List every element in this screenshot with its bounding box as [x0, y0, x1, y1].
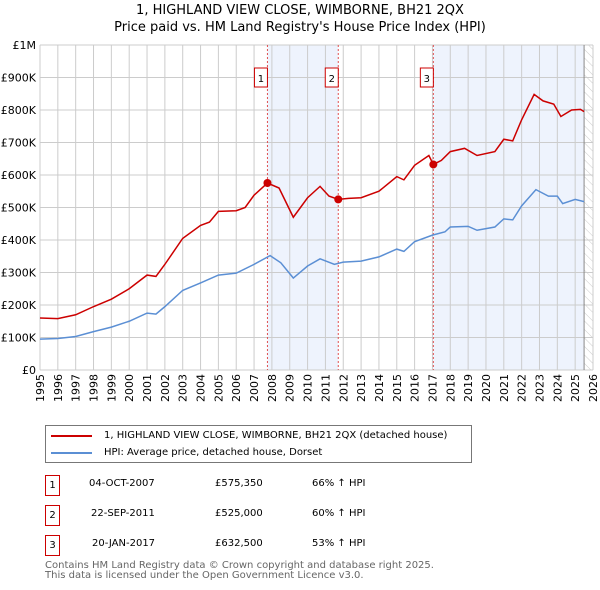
x-tick-label: 2017 [426, 374, 439, 402]
sale-point [429, 160, 438, 169]
y-tick-label: £800K [1, 104, 37, 117]
x-tick-label: 2003 [177, 374, 190, 402]
x-tick-label: 1999 [105, 374, 118, 402]
sale-badge-box [253, 67, 268, 88]
sale-badge-label: 3 [424, 74, 430, 85]
y-tick-label: £900K [1, 72, 37, 85]
x-tick-label: 2026 [587, 374, 600, 402]
x-tick-label: 2004 [195, 374, 208, 402]
sale-badge-label: 2 [329, 74, 335, 85]
y-tick-label: £200K [1, 299, 37, 312]
x-tick-label: 2022 [516, 374, 529, 402]
legend-item-property: 1, HIGHLAND VIEW CLOSE, WIMBORNE, BH21 2… [46, 430, 447, 441]
y-tick-label: £400K [1, 234, 37, 247]
sale-badge-box [419, 67, 434, 88]
y-tick-label: £0 [22, 364, 36, 377]
sale-price: £632,500 [215, 538, 263, 549]
sale-badge: 3 [45, 535, 60, 556]
legend-label: 1, HIGHLAND VIEW CLOSE, WIMBORNE, BH21 2… [104, 430, 448, 441]
sale-badge: 2 [45, 505, 60, 526]
x-tick-label: 1997 [70, 374, 83, 402]
x-tick-label: 2018 [444, 374, 457, 402]
footer-line: This data is licensed under the Open Gov… [45, 570, 364, 581]
footer-line: Contains HM Land Registry data © Crown c… [45, 560, 434, 571]
x-tick-label: 2013 [355, 374, 368, 402]
chart-title: 1, HIGHLAND VIEW CLOSE, WIMBORNE, BH21 2… [136, 3, 464, 18]
legend: 1, HIGHLAND VIEW CLOSE, WIMBORNE, BH21 2… [45, 425, 472, 463]
sale-hpi: 60% ↑ HPI [312, 508, 366, 519]
sale-row: 2 22-SEP-2011 £525,000 60% ↑ HPI [45, 505, 545, 526]
y-tick-label: £300K [1, 267, 37, 280]
x-tick-label: 2015 [391, 374, 404, 402]
sale-price: £575,350 [215, 478, 263, 489]
x-tick-label: 2009 [284, 374, 297, 402]
legend-swatch-red [51, 434, 92, 437]
x-tick-label: 2006 [230, 374, 243, 402]
footer: Contains HM Land Registry data © Crown c… [45, 561, 434, 581]
x-tick-label: 2008 [266, 374, 279, 402]
x-tick-label: 2025 [569, 374, 582, 402]
sale-date: 20-JAN-2017 [92, 538, 156, 549]
chart-subtitle: Price paid vs. HM Land Registry's House … [114, 20, 486, 35]
x-tick-label: 2024 [551, 374, 564, 402]
y-tick-label: £700K [1, 137, 37, 150]
legend-label: HPI: Average price, detached house, Dors… [104, 447, 323, 458]
y-tick-label: £500K [1, 202, 37, 215]
x-tick-label: 2005 [212, 374, 225, 402]
sale-point [334, 195, 343, 204]
sale-badge-box [324, 67, 339, 88]
sale-hpi: 53% ↑ HPI [312, 538, 366, 549]
y-tick-label: £600K [1, 169, 37, 182]
x-tick-label: 2020 [480, 374, 493, 402]
x-tick-label: 2007 [248, 374, 261, 402]
sale-badge-label: 1 [258, 74, 264, 85]
legend-item-hpi: HPI: Average price, detached house, Dors… [46, 447, 322, 458]
x-tick-label: 1998 [88, 374, 101, 402]
x-tick-label: 1996 [52, 374, 65, 402]
y-tick-label: £100K [1, 332, 37, 345]
x-tick-label: 2000 [123, 374, 136, 402]
plot-area: 1995 1996 1997 1998 1999 2000 2001 2002 2003 2004… [1, 39, 600, 402]
x-tick-label: 2014 [373, 374, 386, 402]
x-tick-label: 1995 [34, 374, 47, 402]
sale-badge: 1 [45, 475, 60, 496]
x-tick-label: 2001 [141, 374, 154, 402]
sale-point [263, 179, 272, 188]
x-tick-label: 2021 [498, 374, 511, 402]
legend-swatch-blue [51, 451, 92, 454]
x-tick-label: 2019 [462, 374, 475, 402]
y-tick-label: £1M [13, 39, 37, 52]
x-tick-label: 2023 [533, 374, 546, 402]
x-tick-label: 2010 [302, 374, 315, 402]
sale-date: 04-OCT-2007 [89, 478, 155, 489]
sale-row: 1 04-OCT-2007 £575,350 66% ↑ HPI [45, 475, 545, 496]
sale-row: 3 20-JAN-2017 £632,500 53% ↑ HPI [45, 535, 545, 556]
x-tick-label: 2016 [409, 374, 422, 402]
x-tick-label: 2011 [319, 374, 332, 402]
x-tick-label: 2002 [159, 374, 172, 402]
sale-hpi: 66% ↑ HPI [312, 478, 366, 489]
price-line [39, 93, 585, 320]
x-tick-label: 2012 [337, 374, 350, 402]
sale-price: £525,000 [215, 508, 263, 519]
sale-date: 22-SEP-2011 [91, 508, 155, 519]
